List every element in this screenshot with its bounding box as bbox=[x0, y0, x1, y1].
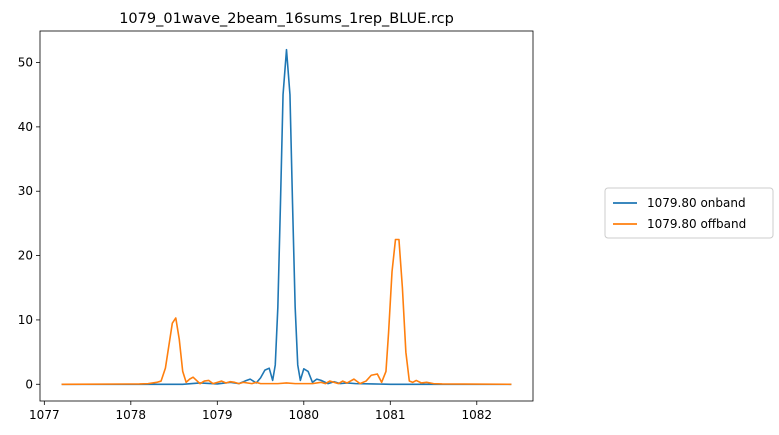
chart-title: 1079_01wave_2beam_16sums_1rep_BLUE.rcp bbox=[119, 11, 454, 27]
legend-label-0: 1079.80 onband bbox=[647, 196, 746, 210]
legend: 1079.80 onband 1079.80 offband bbox=[604, 187, 774, 239]
legend-label-1: 1079.80 offband bbox=[647, 217, 746, 231]
plot-area bbox=[39, 30, 534, 402]
plot-frame bbox=[39, 30, 534, 402]
y-tick-label: 40 bbox=[18, 120, 33, 134]
x-tick-label: 1077 bbox=[29, 408, 60, 422]
x-tick-label: 1078 bbox=[116, 408, 147, 422]
series-group bbox=[61, 48, 512, 386]
y-tick-label: 20 bbox=[18, 249, 33, 263]
x-tick-label: 1079 bbox=[202, 408, 233, 422]
y-tick-label: 30 bbox=[18, 184, 33, 198]
y-tick-label: 50 bbox=[18, 56, 33, 70]
x-axis: 1077 1078 1079 1080 1081 1082 bbox=[29, 401, 492, 422]
y-tick-label: 10 bbox=[18, 313, 33, 327]
x-tick-label: 1080 bbox=[289, 408, 320, 422]
legend-box bbox=[604, 187, 774, 239]
x-tick-label: 1082 bbox=[462, 408, 493, 422]
y-axis: 0 10 20 30 40 50 bbox=[18, 56, 40, 391]
y-tick-label: 0 bbox=[25, 377, 33, 391]
series-line-1 bbox=[61, 238, 512, 386]
x-tick-label: 1081 bbox=[375, 408, 406, 422]
